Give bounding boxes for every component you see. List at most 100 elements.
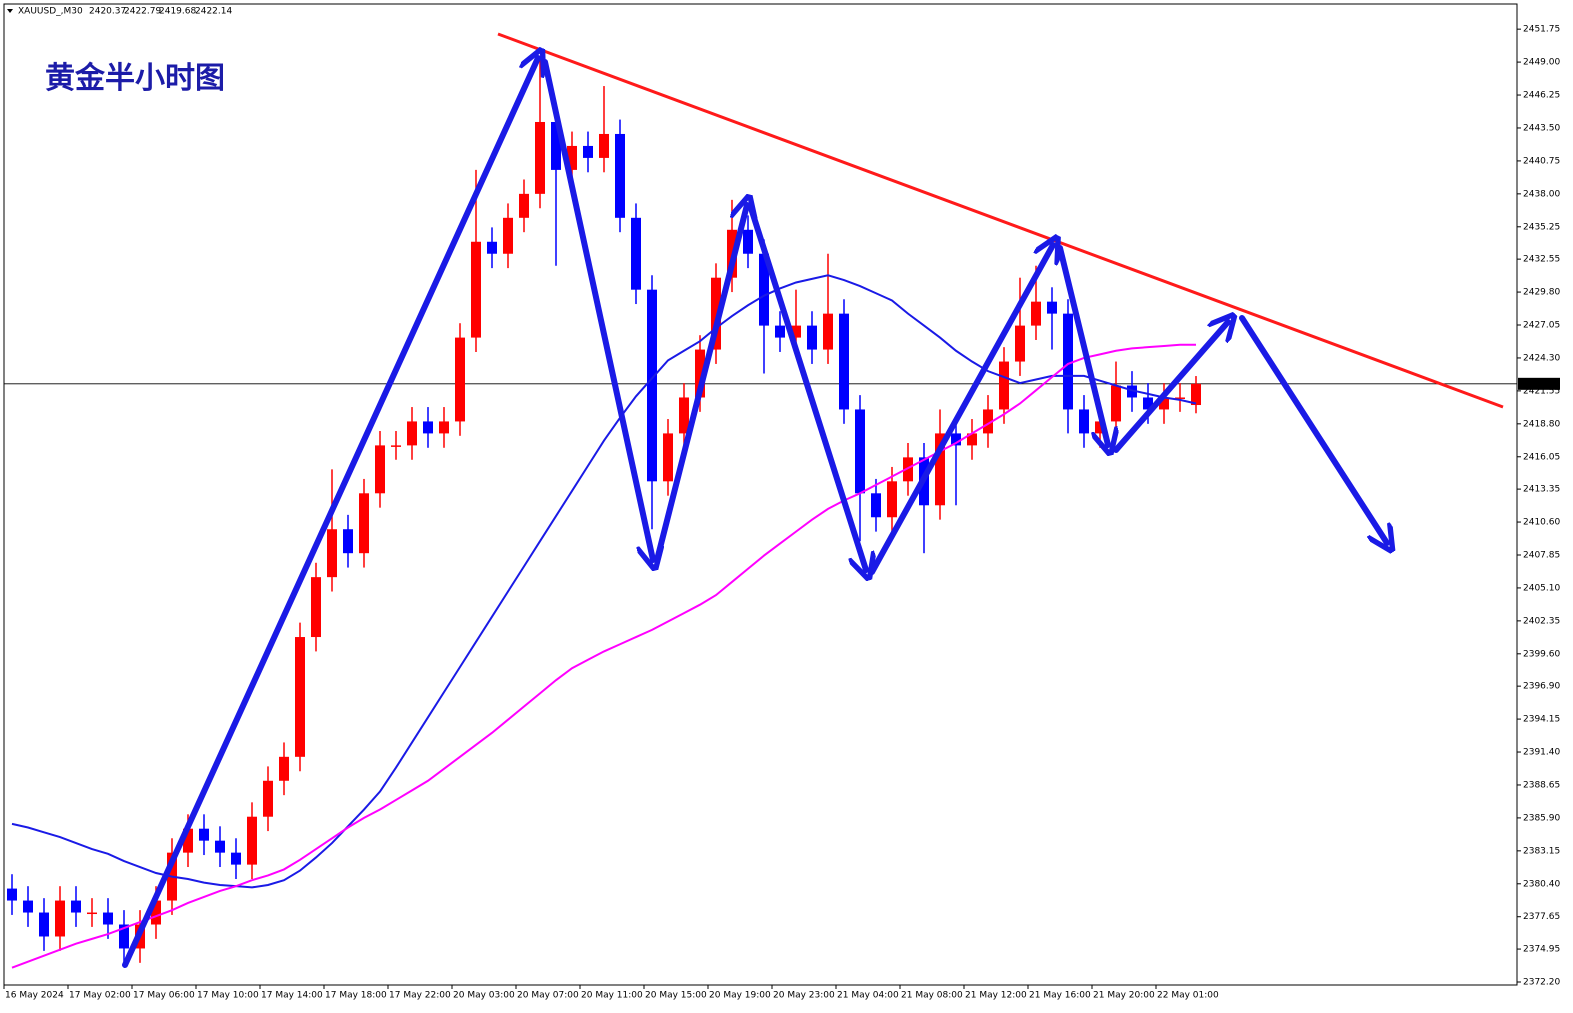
candle-body [279,756,289,781]
candle-body [247,816,257,865]
candle-body [87,912,97,915]
candle-body [983,409,993,434]
candle-body [695,349,705,398]
current-price-label: 2422.14 [1521,379,1558,389]
candle-body [1031,301,1041,326]
candle-body [887,481,897,518]
y-tick-label: 2385.90 [1523,813,1560,823]
menu-icon [7,9,13,13]
arrow [869,245,1053,575]
x-tick-label: 17 May 10:00 [197,991,259,1001]
header-high: 2422.79 [124,7,161,17]
candle-body [791,325,801,338]
candle-body [711,277,721,350]
candle-body [743,229,753,254]
plot-area [4,56,1517,969]
candle-body [1191,383,1201,406]
candle-body [327,529,337,578]
y-tick-label: 2377.65 [1523,912,1560,922]
header-open: 2420.37 [89,7,126,17]
current-price-box [1518,377,1560,390]
candle-body [1063,313,1073,410]
candle-body [263,780,273,817]
candle-body [871,493,881,518]
y-tick-label: 2429.80 [1523,288,1560,298]
candle-body [807,325,817,350]
drawings [122,32,1504,968]
x-tick-label: 20 May 03:00 [453,991,515,1001]
y-tick-label: 2383.15 [1523,846,1560,856]
y-tick-label: 2432.55 [1523,255,1560,265]
x-tick-label: 17 May 22:00 [389,991,451,1001]
arrow [542,59,653,560]
candle-body [519,193,529,218]
candle-body [1111,385,1121,422]
candle-body [119,924,129,949]
y-tick-label: 2427.05 [1523,321,1560,331]
arrow [747,202,866,570]
candle-body [39,912,49,937]
y-tick-label: 2374.95 [1523,945,1560,955]
candle-body [55,900,65,937]
candle-body [199,828,209,841]
candle-body [311,577,321,638]
x-tick-label: 21 May 20:00 [1093,991,1155,1001]
candle-body [967,433,977,446]
candle-body [295,637,305,757]
y-tick-label: 2413.35 [1523,485,1560,495]
y-tick-label: 2435.25 [1523,222,1560,232]
candle-body [7,888,17,901]
y-tick-label: 2372.20 [1523,978,1560,988]
x-tick-label: 20 May 15:00 [645,991,707,1001]
candle-body [151,900,161,925]
candle-body [1159,397,1169,410]
candle-body [343,529,353,554]
candle-body [775,325,785,338]
y-tick-label: 2394.15 [1523,715,1560,725]
x-tick-label: 22 May 01:00 [1157,991,1219,1001]
candle-body [375,445,385,494]
y-tick-label: 2410.60 [1523,518,1560,528]
candle-body [679,397,689,434]
candle-body [615,133,625,218]
y-tick-label: 2438.00 [1523,189,1560,199]
candle-body [839,313,849,410]
x-tick-label: 21 May 16:00 [1029,991,1091,1001]
candle-body [183,828,193,853]
candle-body [631,217,641,290]
candle-body [407,421,417,446]
candle-body [1127,385,1137,398]
candle-body [551,121,561,170]
x-tick-label: 17 May 14:00 [261,991,323,1001]
y-tick-label: 2449.00 [1523,58,1560,68]
candle-body [1047,301,1057,314]
moving-average [11,343,1196,969]
y-tick-label: 2407.85 [1523,550,1560,560]
plot-frame [3,3,1518,986]
candle-body [951,433,961,446]
x-tick-label: 20 May 07:00 [517,991,579,1001]
y-tick-label: 2421.55 [1523,386,1560,396]
header-close: 2422.14 [195,7,232,17]
x-tick-label: 21 May 12:00 [965,991,1027,1001]
candle-body [487,241,497,254]
candle-body [599,133,609,158]
candle-body [423,421,433,434]
candle-body [567,145,577,170]
candle-body [1079,409,1089,434]
trend-line [497,32,1504,409]
y-tick-label: 2424.30 [1523,353,1560,363]
x-tick-label: 20 May 19:00 [709,991,771,1001]
x-tick-label: 16 May 2024 [5,991,64,1001]
x-tick-label: 20 May 11:00 [581,991,643,1001]
x-tick-label: 17 May 02:00 [69,991,131,1001]
x-tick-label: 17 May 06:00 [133,991,195,1001]
y-tick-label: 2418.80 [1523,419,1560,429]
candle-body [903,457,913,482]
y-tick-label: 2405.10 [1523,583,1560,593]
y-tick-label: 2451.75 [1523,25,1560,35]
candle-body [503,217,513,254]
arrow [1057,245,1108,445]
y-tick-label: 2440.75 [1523,156,1560,166]
